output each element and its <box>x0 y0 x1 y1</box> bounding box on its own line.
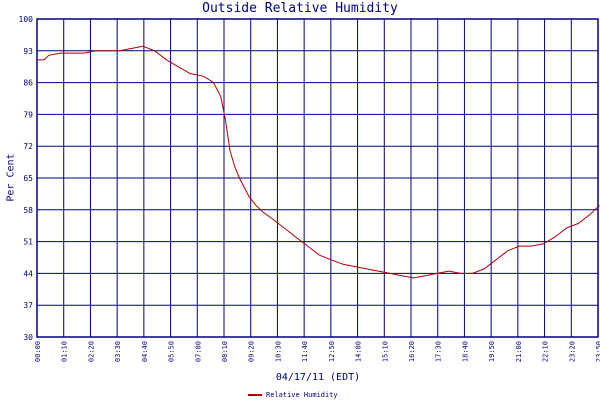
x-tick-label: 23:50 <box>595 341 600 362</box>
x-tick-label: 07:00 <box>194 341 202 362</box>
x-tick-label: 04:40 <box>141 341 149 362</box>
x-tick-label: 18:40 <box>461 341 469 362</box>
x-tick-label: 02:20 <box>87 341 95 362</box>
x-tick-label: 19:50 <box>488 341 496 362</box>
y-tick-label: 30 <box>23 333 33 342</box>
x-tick-label: 17:30 <box>435 341 443 362</box>
x-axis-label: 04/17/11 (EDT) <box>275 372 361 383</box>
y-tick-label: 100 <box>19 15 34 24</box>
y-tick-label: 58 <box>23 206 33 215</box>
x-tick-label: 14:00 <box>355 341 363 362</box>
x-tick-label: 12:50 <box>328 341 336 362</box>
x-tick-label: 11:40 <box>301 341 309 362</box>
x-tick-label: 09:20 <box>248 341 256 362</box>
x-tick-label: 05:50 <box>168 341 176 362</box>
x-tick-label: 01:10 <box>61 341 69 362</box>
x-tick-label: 03:30 <box>114 341 122 362</box>
y-tick-label: 44 <box>23 269 33 278</box>
chart-title: Outside Relative Humidity <box>202 1 398 16</box>
y-tick-label: 86 <box>23 79 33 88</box>
y-tick-label: 72 <box>23 142 33 151</box>
y-tick-label: 65 <box>23 174 33 183</box>
y-tick-label: 93 <box>23 47 33 56</box>
x-tick-label: 22:10 <box>542 341 550 362</box>
x-tick-label: 08:10 <box>221 341 229 362</box>
legend-swatch-relative-humidity <box>248 394 262 396</box>
x-tick-label: 21:00 <box>515 341 523 362</box>
y-tick-label: 51 <box>23 238 33 247</box>
x-tick-label: 16:20 <box>408 341 416 362</box>
x-tick-label: 15:10 <box>381 341 389 362</box>
y-tick-label: 79 <box>23 110 33 119</box>
series-line-relative-humidity <box>37 45 600 279</box>
legend-label-relative-humidity: Relative Humidity <box>266 391 338 399</box>
y-tick-label: 37 <box>23 301 33 310</box>
x-tick-label: 23:20 <box>568 341 576 362</box>
x-tick-label: 10:30 <box>274 341 282 362</box>
legend: Relative Humidity <box>248 390 338 400</box>
x-tick-label: 00:00 <box>34 341 42 362</box>
